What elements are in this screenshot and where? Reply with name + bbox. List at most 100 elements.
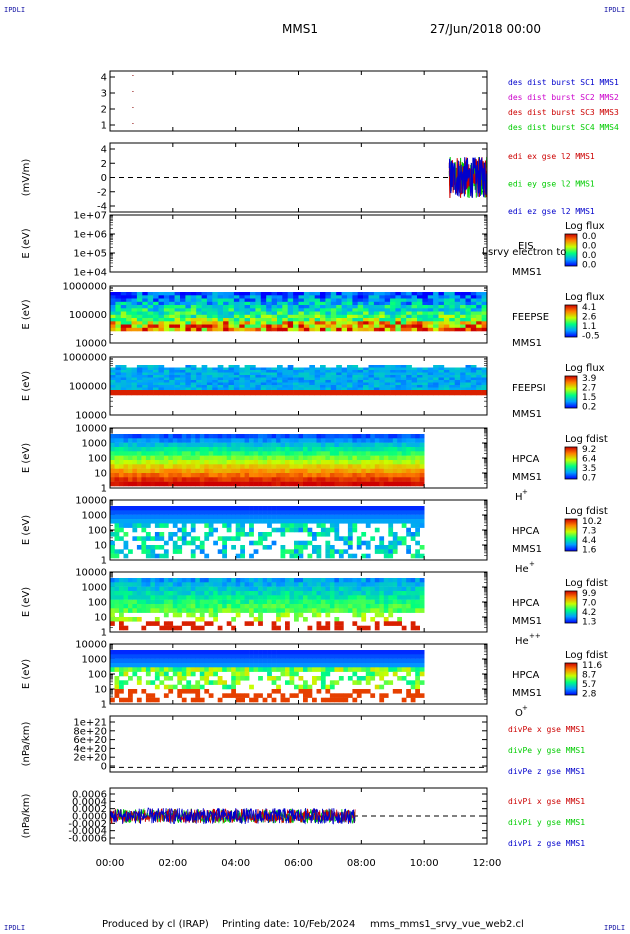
hpca-o-cell (190, 671, 196, 677)
feepsi-cell (153, 367, 159, 371)
feepsi-cell (368, 390, 375, 393)
feepse-cell (158, 311, 165, 315)
hpca-he2-cell (419, 608, 425, 613)
feepse-cell (126, 308, 132, 312)
hpca-he-cell (208, 519, 214, 524)
hpca-h-cell (181, 442, 187, 448)
hpca-he2-cell (145, 608, 151, 613)
feepsi-cell (357, 385, 364, 388)
hpca-h-cell (365, 464, 371, 469)
feepse-cell (239, 308, 245, 312)
hpca-o-cell (208, 658, 214, 664)
hpca-h-cell (244, 451, 250, 456)
hpca-he2-cell (419, 578, 425, 583)
hpca-h-cell (141, 473, 147, 478)
hpca-he-cell (136, 519, 142, 524)
hpca-o-cell (312, 676, 317, 681)
hpca-he2-cell (204, 599, 210, 605)
feepsi-cell (443, 392, 450, 396)
feepse-cell (142, 295, 148, 299)
hpca-o-cell (379, 667, 385, 672)
hpca-he-cell (312, 519, 317, 524)
feepsi-cell (320, 370, 326, 373)
hpca-h-cell (347, 477, 353, 482)
feepsi-cell (433, 390, 439, 393)
feepsi-cell (481, 377, 488, 381)
feepse-cell (460, 318, 466, 322)
hpca-h-cell (213, 473, 218, 478)
hpca-h-cell (356, 477, 362, 482)
hpca-h-cell (379, 468, 385, 474)
feepse-cell (223, 298, 229, 302)
feepse-cell (309, 305, 315, 309)
hpca-he2-cell (419, 604, 425, 609)
hpca-h-cell (325, 447, 331, 452)
feepsi-cell (373, 375, 380, 378)
hpca-h-cell (186, 438, 192, 443)
hpca-he2-cell (150, 604, 156, 609)
hpca-h-cell (316, 438, 322, 443)
feepsi-cell (206, 375, 213, 378)
hpca-h-cell (419, 438, 425, 443)
hpca-h-cell (222, 438, 227, 443)
feepse-cell (266, 295, 272, 299)
hpca-he2-cell (356, 612, 362, 618)
feepsi-cell (470, 382, 477, 386)
feepse-cell (287, 324, 294, 328)
edi-e-ytick-label: -4 (97, 202, 107, 213)
hpca-h-cell (280, 455, 286, 461)
hpca-he2-cell (415, 608, 420, 613)
hpca-he2-cell (132, 582, 138, 587)
hpca-he2-cell (190, 604, 196, 609)
hpca-he2-cell (172, 625, 178, 631)
hpca-h-cell (276, 481, 281, 487)
hpca-o-cell (240, 676, 245, 681)
hpca-he2-cell (406, 595, 411, 600)
hpca-he2-cell (141, 599, 147, 605)
hpca-he2-cell (388, 582, 394, 587)
feepsi-cell (357, 367, 364, 371)
hpca-he-cell (172, 514, 178, 520)
hpca-o-cell (240, 697, 245, 703)
hpca-he2-cell (383, 591, 389, 596)
hpca-he2-cell (208, 586, 214, 592)
hpca-he-cell (222, 519, 227, 524)
hpca-h-cell (329, 434, 335, 439)
feepse-cell (180, 321, 186, 325)
feepse-cell (196, 292, 202, 296)
hpca-h-cell (262, 451, 268, 456)
hpca-o-cell (338, 650, 344, 655)
feepsi-ytick-label: 100000 (69, 382, 107, 393)
hpca-h-cell (392, 438, 398, 443)
hpca-o-cell (347, 658, 353, 664)
feepse-cell (153, 311, 159, 315)
hpca-he2-cell (159, 586, 165, 592)
hpca-h-cell (370, 455, 376, 461)
feepse-cell (476, 318, 482, 322)
hpca-o-ytick-label: 100 (88, 670, 107, 681)
feepsi-cell (174, 367, 181, 371)
feepsi-cell (185, 370, 192, 373)
feepsi-cell (190, 392, 197, 396)
hpca-he2-cell (289, 608, 295, 613)
feepse-cell (314, 295, 321, 299)
hpca-he2-cell (276, 582, 281, 587)
feepsi-cell (347, 372, 353, 376)
feepse-cell (174, 324, 181, 328)
hpca-he-cell (154, 536, 160, 541)
hpca-he2-cell (262, 608, 268, 613)
hpca-h-cell (150, 447, 156, 452)
hpca-he-cell (154, 532, 160, 537)
hpca-o-cell (392, 667, 398, 672)
hpca-o-cell (222, 684, 227, 690)
feepse-cell (395, 324, 402, 328)
hpca-he2-cell (244, 578, 250, 583)
hpca-o-cell (271, 654, 277, 659)
hpca-o-cell (370, 650, 376, 655)
feepsi-cell (271, 382, 278, 386)
feepse-cell (228, 327, 235, 332)
feepse-cell (260, 301, 267, 306)
feepsi-cell (120, 375, 127, 378)
feepse-cell (126, 305, 132, 309)
hpca-h-cell (401, 455, 407, 461)
